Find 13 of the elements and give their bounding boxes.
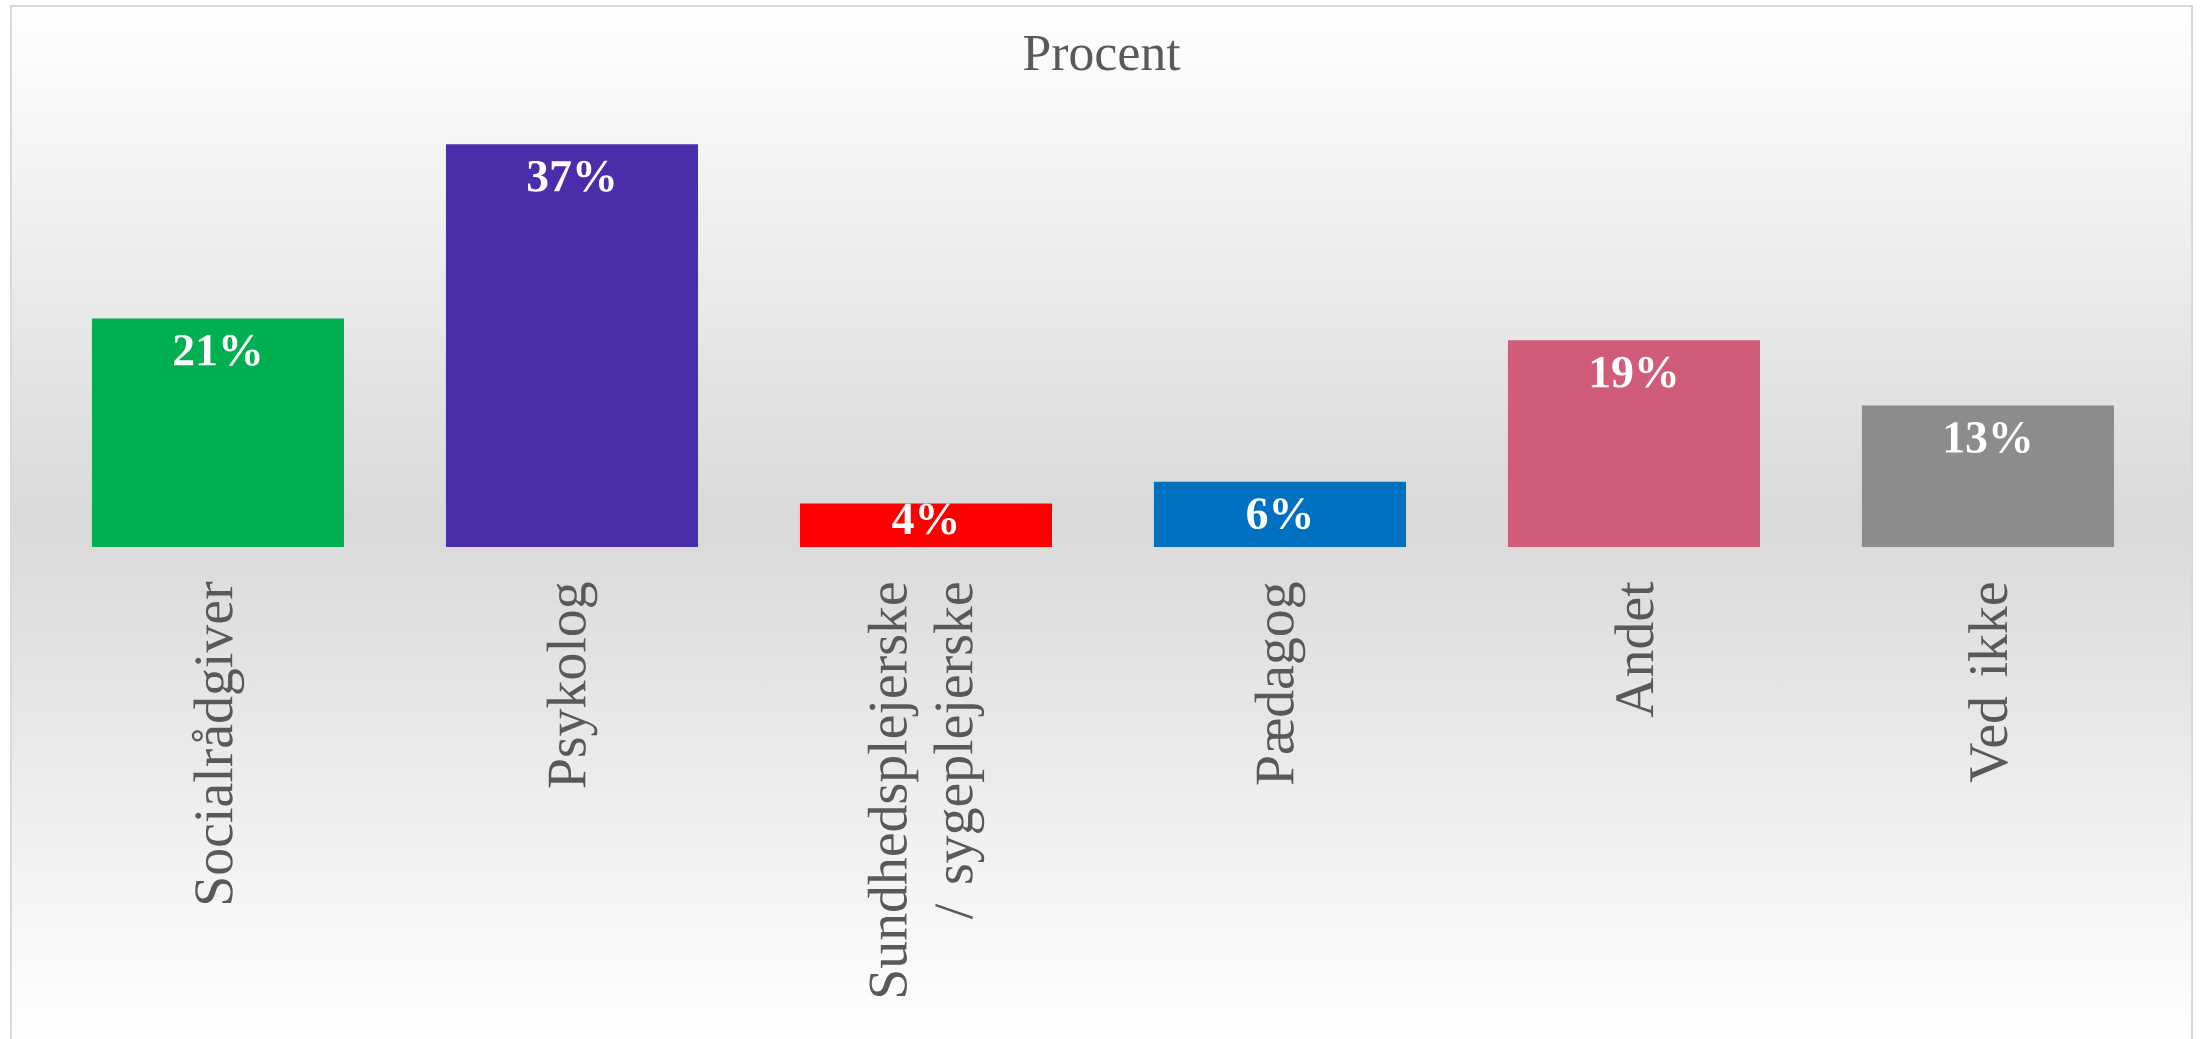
x-tick-label: Sundhedsplejerske / sygeplejerske xyxy=(867,583,985,997)
data-label: 6% xyxy=(1247,498,1311,530)
x-tick-label: Socialrådgiver xyxy=(191,581,245,904)
data-label: 13% xyxy=(1945,421,2030,454)
x-tick-label: Ved ikke xyxy=(1968,583,2008,783)
x-tick-label: Psykolog xyxy=(546,582,598,788)
x-tick-label: Andet xyxy=(1614,581,1654,718)
chart-title: Procent xyxy=(1023,36,1181,71)
data-label: 19% xyxy=(1591,356,1676,388)
x-tick-label: Pædagog xyxy=(1254,582,1306,785)
data-label: 4% xyxy=(892,503,957,535)
data-label: 37% xyxy=(527,160,614,192)
data-label: 21% xyxy=(174,334,260,366)
